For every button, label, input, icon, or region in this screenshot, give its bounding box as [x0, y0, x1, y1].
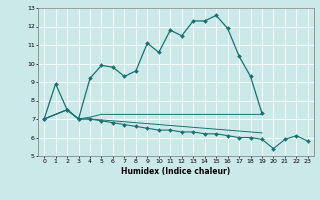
X-axis label: Humidex (Indice chaleur): Humidex (Indice chaleur)	[121, 167, 231, 176]
